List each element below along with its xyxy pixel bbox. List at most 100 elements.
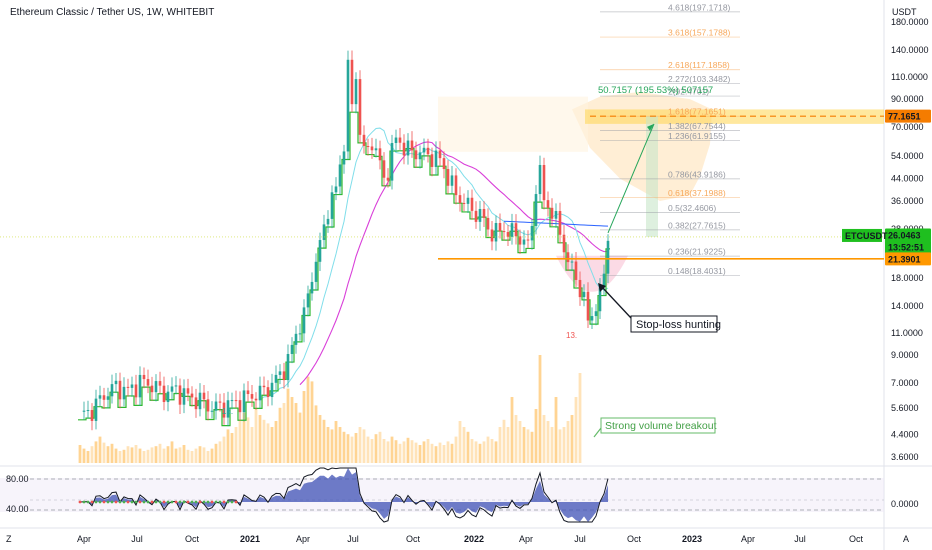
fib-label: 1.382(67.7544) [668, 121, 726, 131]
candle-body [466, 197, 470, 204]
volume-bar [402, 441, 406, 463]
candle-body [170, 386, 174, 392]
candle-body [294, 333, 298, 345]
candle-body [270, 382, 274, 398]
rsi-right-label: 0.0000 [891, 499, 919, 509]
zoom-button[interactable]: Z [6, 534, 12, 544]
volume-bar [162, 448, 166, 463]
rsi-dot [174, 500, 178, 504]
volume-bar [78, 445, 82, 463]
rsi-dot [226, 500, 230, 504]
candle-body [338, 164, 342, 187]
time-tick-label: 2023 [682, 534, 702, 544]
volume-bar [346, 434, 350, 463]
rsi-dot [130, 500, 134, 504]
candle-body [342, 151, 346, 165]
fib-label: 0.618(37.1988) [668, 188, 726, 198]
candle-body [302, 307, 306, 334]
rsi-dot [186, 500, 190, 504]
volume-label: Strong volume breakout [605, 420, 717, 432]
fib-label: 4.618(197.1718) [668, 2, 731, 12]
volume-bar [98, 436, 102, 463]
candle-body [286, 353, 290, 381]
volume-bar [190, 451, 194, 463]
rsi-dot [198, 500, 202, 504]
candle-body [494, 223, 498, 242]
volume-bar [90, 446, 94, 463]
measure-box [646, 116, 658, 237]
fib-label: 2(92.4701) [668, 87, 709, 97]
candle-body [518, 236, 522, 245]
volume-bar [102, 442, 106, 463]
candle-body [150, 385, 154, 393]
candle-body [534, 194, 538, 226]
candle-body [130, 384, 134, 388]
rsi-dot [206, 500, 210, 504]
symbol-tag: ETCUSDT [845, 231, 888, 241]
candle-body [282, 371, 286, 381]
target-price-tag: 77.1651 [888, 112, 921, 122]
candle-body [138, 374, 142, 398]
ma-slow-line [299, 141, 609, 386]
candle-body [606, 240, 610, 274]
support-price-tag-bg [885, 252, 931, 266]
rsi-dot [102, 500, 106, 504]
time-tick-label: Oct [185, 534, 200, 544]
volume-bar [178, 447, 182, 463]
target-arrow-head [647, 123, 654, 131]
volume-bar [182, 445, 186, 463]
countdown-tag-bg [885, 240, 931, 254]
candle-body [414, 150, 418, 160]
candle-body [394, 137, 398, 144]
candle-body [258, 385, 262, 401]
price-tick-label: 5.6000 [891, 403, 919, 413]
rsi-dot [134, 500, 138, 504]
price-tick-label: 36.0000 [891, 196, 924, 206]
stoploss-label: Stop-loss hunting [636, 319, 721, 331]
countdown-tag: 13:52:51 [888, 242, 924, 252]
time-tick-label: Jul [794, 534, 806, 544]
support-price-tag: 21.3901 [888, 254, 921, 264]
volume-bar [166, 446, 170, 463]
rsi-dot [194, 500, 198, 504]
volume-bar [282, 403, 286, 463]
auto-scale-button[interactable]: A [903, 534, 909, 544]
rsi-dot [98, 500, 102, 504]
candle-body [318, 240, 322, 262]
volume-bar [342, 431, 346, 463]
candle-body [434, 150, 438, 167]
volume-bar [118, 451, 122, 463]
volume-bar [322, 419, 326, 463]
candle-body [234, 400, 238, 402]
rsi-dot [182, 500, 186, 504]
volume-bar [198, 446, 202, 463]
volume-bar [286, 388, 290, 463]
candle-body [222, 402, 226, 418]
price-tick-label: 140.0000 [891, 45, 929, 55]
volume-bar [406, 437, 410, 463]
candle-body [506, 232, 510, 237]
candle-body [458, 195, 462, 203]
volume-bar [490, 439, 494, 463]
price-tick-label: 54.0000 [891, 151, 924, 161]
candle-body [566, 252, 570, 263]
volume-bar [254, 409, 258, 463]
rsi-line [79, 467, 609, 523]
candle-body [206, 399, 210, 412]
rsi-tick-label: 80.00 [6, 474, 29, 484]
candle-body [526, 239, 530, 241]
volume-bar [374, 434, 378, 463]
candle-body [514, 223, 518, 237]
time-tick-label: Jul [347, 534, 359, 544]
candle-body [578, 279, 582, 298]
volume-bar [426, 439, 430, 463]
rsi-dot [162, 500, 166, 504]
volume-bar [226, 429, 230, 463]
volume-bar [242, 412, 246, 463]
volume-bar [326, 427, 330, 463]
candle-body [310, 281, 314, 294]
candle-body [330, 192, 334, 219]
volume-bar [394, 440, 398, 463]
candle-body [82, 410, 86, 412]
